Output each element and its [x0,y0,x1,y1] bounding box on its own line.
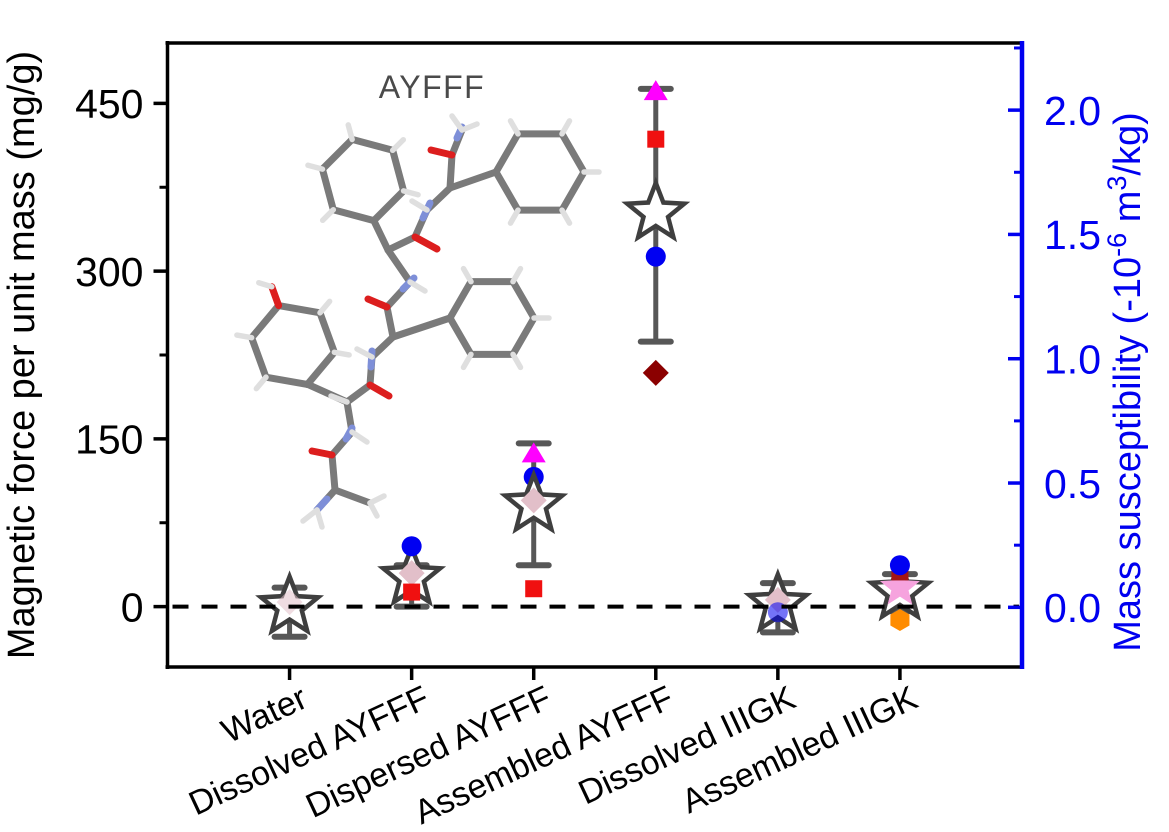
inset-label: AYFFF [379,69,485,105]
category-series-5 [865,555,935,632]
y-axis-right: 0.0 0.5 1.0 1.5 2.0 [1008,46,1101,631]
marker-blue-circle [401,536,422,557]
category-series-0 [255,570,325,640]
marker-blue-circle [889,555,910,576]
left-tick-label: 0 [121,584,144,630]
marker-pink-diamond [520,487,547,514]
right-tick-label: 0.0 [1044,585,1101,631]
marker-pink-diamond [276,589,303,616]
left-tick-label: 450 [75,81,143,127]
right-tick-label: 1.5 [1044,212,1101,258]
marker-open-star [621,176,691,243]
marker-magenta-triangle [643,80,668,101]
data-series [255,80,935,640]
marker-pink-star [879,566,920,605]
category-series-2 [499,440,569,598]
left-axis-title: Magnetic force per unit mass (mg/g) [1,51,43,659]
right-tick-label: 0.5 [1044,461,1101,507]
left-tick-label: 150 [75,417,143,463]
right-axis-title: Mass susceptibility (-10-6 m3/kg) [1102,112,1149,652]
category-series-3 [621,80,691,386]
marker-orange-hexagon [890,609,910,632]
marker-red-square [647,130,665,148]
marker-blue-circle [645,246,666,267]
right-tick-label: 2.0 [1044,88,1101,134]
y-axis-left: 0 150 300 450 [75,81,168,630]
plot-frame [165,41,1025,669]
marker-magenta-triangle [521,442,546,463]
marker-pink-diamond [398,560,425,587]
category-series-1 [377,536,447,610]
marker-darkred-diamond [642,359,669,386]
category-series-4 [743,568,813,636]
marker-red-square [403,583,421,601]
marker-red-square [525,580,543,598]
left-tick-label: 300 [75,249,143,295]
right-tick-label: 1.0 [1044,336,1101,382]
molecule-inset [234,113,602,530]
